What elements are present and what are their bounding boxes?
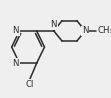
Text: N: N	[13, 26, 19, 35]
Text: N: N	[82, 26, 88, 35]
Text: N: N	[13, 59, 19, 68]
Text: N: N	[51, 20, 57, 29]
Text: CH₃: CH₃	[97, 26, 111, 35]
Text: Cl: Cl	[26, 80, 34, 89]
